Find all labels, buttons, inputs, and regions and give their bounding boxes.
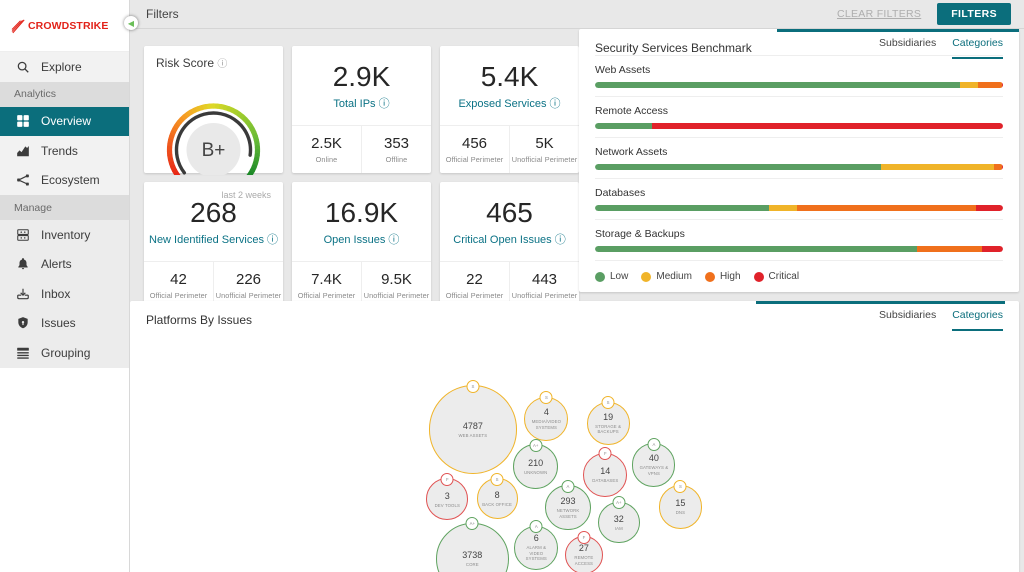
- svg-text:B+: B+: [202, 140, 226, 161]
